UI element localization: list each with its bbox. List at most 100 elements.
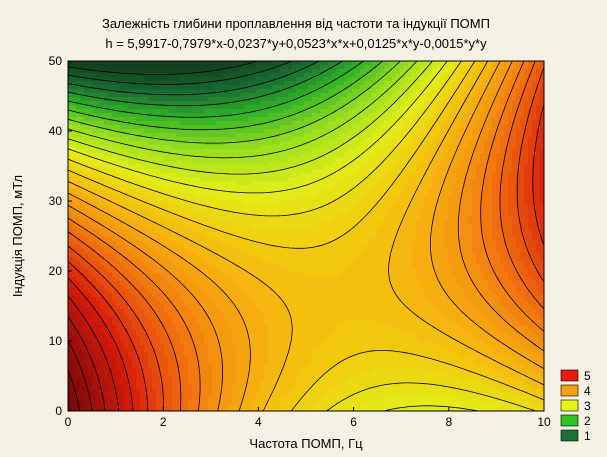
contour-cell	[280, 185, 285, 190]
contour-cell	[184, 121, 189, 126]
contour-cell	[112, 337, 117, 342]
contour-cell	[236, 293, 241, 298]
contour-cell	[232, 349, 237, 354]
contour-cell	[284, 345, 289, 350]
contour-cell	[84, 405, 89, 410]
contour-cell	[88, 61, 93, 66]
contour-cell	[292, 133, 297, 138]
contour-cell	[252, 321, 257, 326]
contour-cell	[124, 401, 129, 406]
contour-cell	[92, 117, 97, 122]
contour-cell	[212, 197, 217, 202]
contour-cell	[260, 261, 265, 266]
contour-cell	[244, 357, 249, 362]
contour-cell	[76, 157, 81, 162]
contour-cell	[176, 109, 181, 114]
contour-cell	[72, 213, 77, 218]
contour-cell	[204, 149, 209, 154]
contour-cell	[256, 373, 261, 378]
contour-cell	[132, 393, 137, 398]
contour-cell	[92, 197, 97, 202]
contour-cell	[108, 149, 113, 154]
contour-cell	[252, 133, 257, 138]
contour-cell	[92, 109, 97, 114]
contour-cell	[68, 253, 73, 258]
contour-cell	[92, 121, 97, 126]
contour-cell	[256, 77, 261, 82]
contour-cell	[256, 289, 261, 294]
contour-cell	[172, 85, 177, 90]
contour-cell	[268, 93, 273, 98]
contour-cell	[120, 409, 125, 412]
contour-cell	[100, 93, 105, 98]
contour-cell	[184, 161, 189, 166]
contour-cell	[224, 349, 229, 354]
contour-cell	[172, 185, 177, 190]
contour-cell	[228, 345, 233, 350]
contour-cell	[188, 337, 193, 342]
contour-cell	[196, 365, 201, 370]
contour-cell	[172, 253, 177, 258]
contour-cell	[172, 61, 177, 66]
contour-cell	[136, 73, 141, 78]
contour-cell	[240, 237, 245, 242]
contour-cell	[268, 369, 273, 374]
contour-cell	[152, 241, 157, 246]
contour-cell	[140, 177, 145, 182]
contour-cell	[208, 189, 213, 194]
contour-cell	[168, 173, 173, 178]
contour-cell	[68, 329, 73, 334]
contour-cell	[108, 365, 113, 370]
contour-cell	[120, 189, 125, 194]
contour-cell	[240, 153, 245, 158]
contour-cell	[284, 369, 289, 374]
contour-cell	[100, 265, 105, 270]
contour-cell	[212, 145, 217, 150]
contour-cell	[72, 341, 77, 346]
contour-cell	[244, 409, 249, 412]
contour-cell	[136, 369, 141, 374]
contour-cell	[196, 237, 201, 242]
contour-cell	[260, 285, 265, 290]
contour-cell	[216, 349, 221, 354]
contour-cell	[212, 317, 217, 322]
contour-cell	[212, 229, 217, 234]
contour-cell	[124, 253, 129, 258]
contour-cell	[92, 213, 97, 218]
contour-cell	[88, 233, 93, 238]
contour-cell	[272, 137, 277, 142]
contour-cell	[108, 165, 113, 170]
contour-cell	[84, 389, 89, 394]
contour-cell	[276, 101, 281, 106]
contour-cell	[160, 397, 165, 402]
contour-cell	[216, 229, 221, 234]
contour-cell	[144, 297, 149, 302]
contour-cell	[224, 317, 229, 322]
contour-cell	[156, 281, 161, 286]
contour-cell	[256, 397, 261, 402]
contour-cell	[84, 157, 89, 162]
contour-cell	[168, 177, 173, 182]
contour-cell	[224, 117, 229, 122]
contour-cell	[236, 221, 241, 226]
contour-cell	[172, 373, 177, 378]
contour-cell	[276, 177, 281, 182]
contour-cell	[172, 381, 177, 386]
contour-cell	[264, 265, 269, 270]
contour-cell	[244, 161, 249, 166]
contour-cell	[276, 337, 281, 342]
contour-cell	[240, 193, 245, 198]
contour-cell	[124, 257, 129, 262]
contour-cell	[72, 157, 77, 162]
contour-cell	[232, 313, 237, 318]
contour-cell	[136, 201, 141, 206]
contour-cell	[252, 169, 257, 174]
contour-cell	[216, 285, 221, 290]
contour-cell	[84, 113, 89, 118]
contour-cell	[144, 197, 149, 202]
contour-cell	[268, 273, 273, 278]
contour-cell	[80, 221, 85, 226]
contour-cell	[204, 245, 209, 250]
contour-cell	[260, 409, 265, 412]
contour-cell	[120, 73, 125, 78]
